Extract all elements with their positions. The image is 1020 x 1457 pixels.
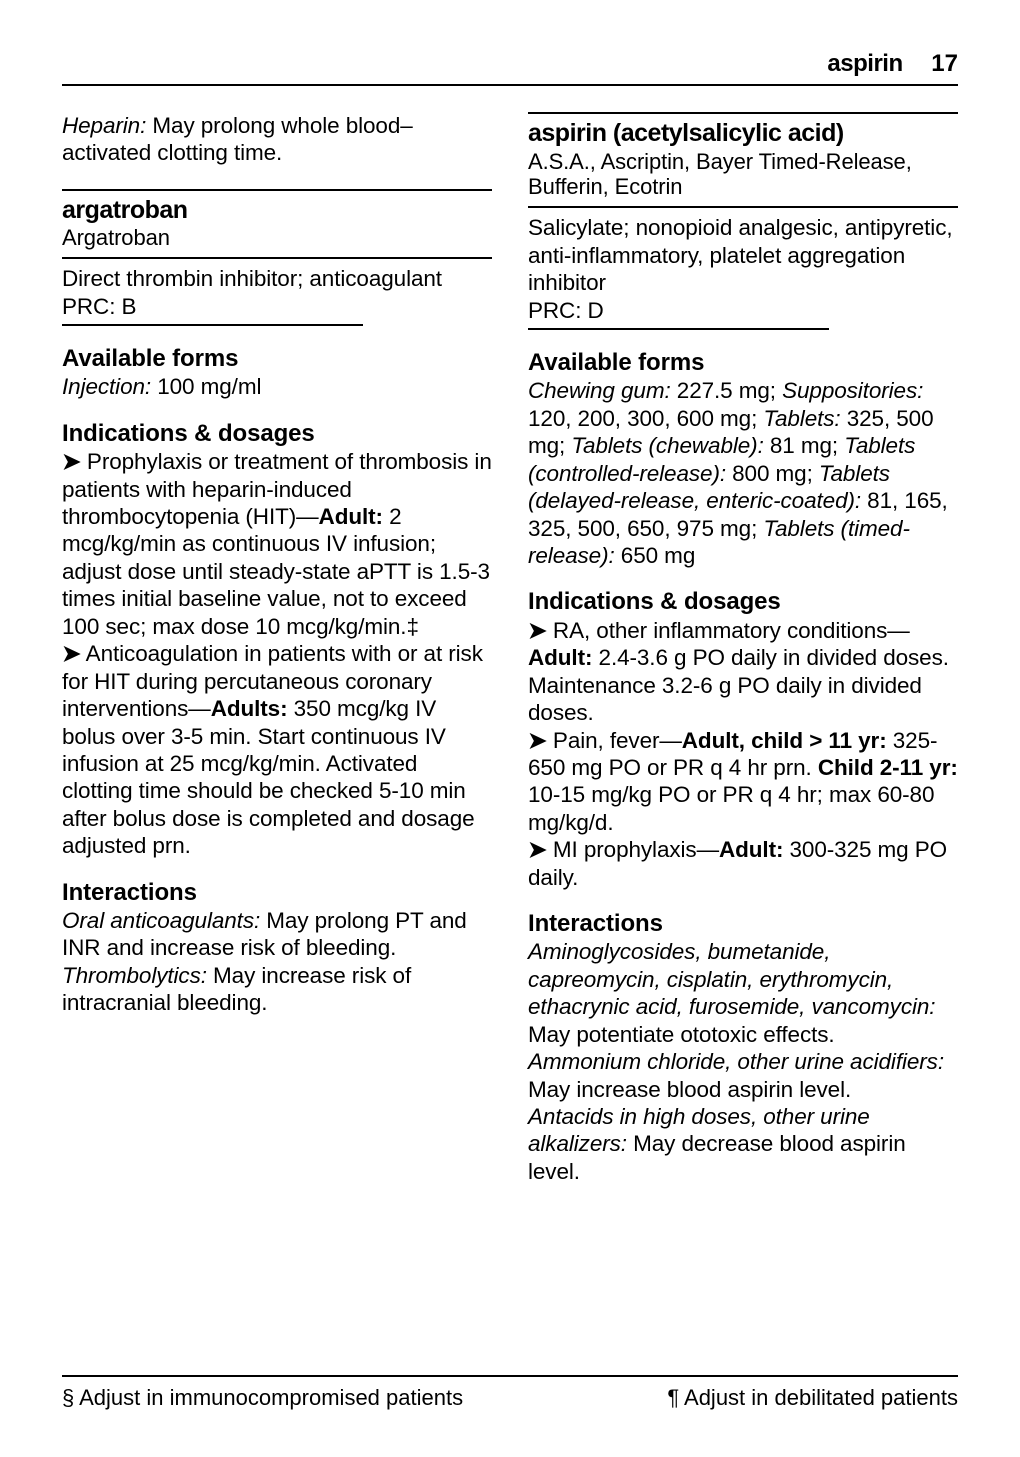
argatroban-prc: PRC: B <box>62 293 492 320</box>
argatroban-ind1: ➤ Prophylaxis or treatment of thrombosis… <box>62 448 492 640</box>
right-column: aspirin (acetylsalicylic acid) A.S.A., A… <box>528 112 958 1185</box>
running-head-drug: aspirin <box>827 50 902 77</box>
argatroban-interactions-head: Interactions <box>62 878 492 907</box>
argatroban-forms-head: Available forms <box>62 344 492 373</box>
columns: Heparin: May prolong whole blood–activat… <box>62 112 958 1185</box>
aspirin-brand: A.S.A., Ascriptin, Bayer Timed-Release, … <box>528 149 958 201</box>
argatroban-indications-head: Indications & dosages <box>62 419 492 448</box>
aspirin-class: Salicylate; nonopioid analgesic, antipyr… <box>528 214 958 296</box>
running-head-page: 17 <box>931 50 958 77</box>
aspirin-forms-text: Chewing gum: 227.5 mg; Suppositories: 12… <box>528 377 958 569</box>
footer-left: § Adjust in immunocompromised patients <box>62 1385 463 1411</box>
aspirin-forms-head: Available forms <box>528 348 958 377</box>
aspirin-ind2: ➤ Pain, fever—Adult, child > 11 yr: 325-… <box>528 727 958 837</box>
arrow-icon: ➤ <box>528 618 547 643</box>
aspirin-interactions-head: Interactions <box>528 909 958 938</box>
footer: § Adjust in immunocompromised patients ¶… <box>62 1375 958 1411</box>
left-column: Heparin: May prolong whole blood–activat… <box>62 112 492 1185</box>
running-head: aspirin 17 <box>62 50 958 78</box>
short-rule-left <box>62 324 363 326</box>
aspirin-ind1: ➤ RA, other inflammatory conditions—Adul… <box>528 617 958 727</box>
aspirin-indications-head: Indications & dosages <box>528 587 958 616</box>
argatroban-header-block: argatroban Argatroban <box>62 189 492 259</box>
aspirin-inter3: Antacids in high doses, other urine alka… <box>528 1103 958 1185</box>
footer-row: § Adjust in immunocompromised patients ¶… <box>62 1385 958 1411</box>
aspirin-ind3: ➤ MI prophylaxis—Adult: 300-325 mg PO da… <box>528 836 958 891</box>
aspirin-header-block: aspirin (acetylsalicylic acid) A.S.A., A… <box>528 112 958 208</box>
arrow-icon: ➤ <box>62 449 81 474</box>
argatroban-inter2: Thrombolytics: May increase risk of intr… <box>62 962 492 1017</box>
argatroban-ind2: ➤ Anticoagulation in patients with or at… <box>62 640 492 860</box>
top-rule <box>62 84 958 86</box>
aspirin-prc: PRC: D <box>528 297 958 324</box>
argatroban-forms-text: Injection: 100 mg/ml <box>62 373 492 400</box>
argatroban-brand: Argatroban <box>62 225 492 251</box>
arrow-icon: ➤ <box>62 641 81 666</box>
aspirin-name: aspirin (acetylsalicylic acid) <box>528 118 958 149</box>
argatroban-name: argatroban <box>62 195 492 226</box>
aspirin-inter1: Aminoglycosides, bumetanide, capreomycin… <box>528 938 958 1048</box>
footer-right: ¶ Adjust in debilitated patients <box>667 1385 958 1411</box>
heparin-note: Heparin: May prolong whole blood–activat… <box>62 112 492 167</box>
aspirin-inter2: Ammonium chloride, other urine acidifier… <box>528 1048 958 1103</box>
arrow-icon: ➤ <box>528 837 547 862</box>
argatroban-inter1: Oral anticoagulants: May prolong PT and … <box>62 907 492 962</box>
short-rule-right <box>528 328 829 330</box>
argatroban-class: Direct thrombin inhibitor; anticoagulant <box>62 265 492 292</box>
page: aspirin 17 Heparin: May prolong whole bl… <box>0 0 1020 1185</box>
arrow-icon: ➤ <box>528 728 547 753</box>
footer-rule <box>62 1375 958 1377</box>
